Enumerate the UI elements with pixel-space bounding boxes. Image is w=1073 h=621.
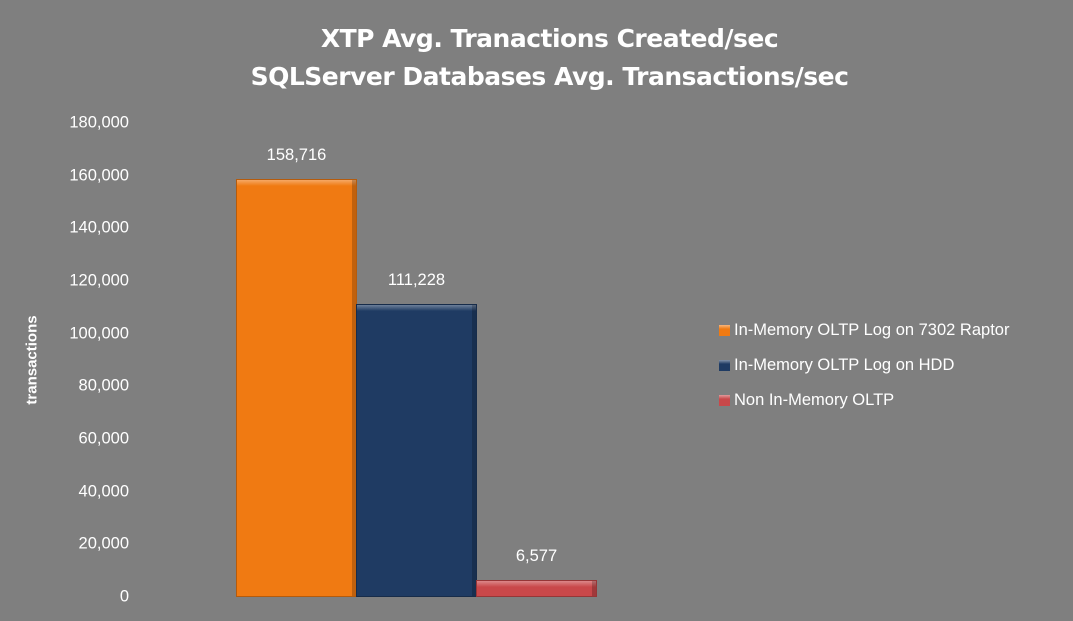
y-tick: 80,000 (78, 376, 129, 395)
y-axis-label: transactions (23, 315, 41, 405)
y-tick: 40,000 (78, 482, 129, 501)
y-tick: 0 (119, 587, 129, 606)
y-tick: 20,000 (78, 534, 129, 553)
legend-item: Non In-Memory OLTP (719, 383, 1009, 418)
legend-label: In-Memory OLTP Log on 7302 Raptor (734, 321, 1010, 339)
y-tick: 160,000 (69, 166, 129, 185)
legend-swatch-icon (719, 395, 730, 406)
legend-label: In-Memory OLTP Log on HDD (734, 356, 955, 374)
chart-title-line-1: XTP Avg. Tranactions Created/sec (320, 24, 779, 53)
legend-swatch-icon (719, 325, 730, 336)
bar-non-in-memory (476, 579, 597, 597)
data-label-non-in-memory: 6,577 (515, 546, 558, 565)
data-label-in-memory-hdd: 111,228 (387, 271, 446, 290)
legend-item: In-Memory OLTP Log on 7302 Raptor (719, 313, 1009, 348)
y-tick: 120,000 (69, 271, 129, 290)
bar-in-memory-raptor (236, 179, 357, 597)
y-tick: 180,000 (69, 113, 129, 132)
y-tick: 140,000 (69, 218, 129, 237)
y-tick: 100,000 (69, 324, 129, 343)
bar-in-memory-hdd (356, 304, 477, 597)
data-label-in-memory-raptor: 158,716 (266, 146, 327, 165)
legend: In-Memory OLTP Log on 7302 Raptor In-Mem… (719, 313, 1009, 418)
legend-swatch-icon (719, 360, 730, 371)
y-tick: 60,000 (78, 429, 129, 448)
legend-item: In-Memory OLTP Log on HDD (719, 348, 1009, 383)
chart-title-line-2: SQLServer Databases Avg. Transactions/se… (250, 62, 849, 91)
legend-label: Non In-Memory OLTP (734, 391, 895, 409)
